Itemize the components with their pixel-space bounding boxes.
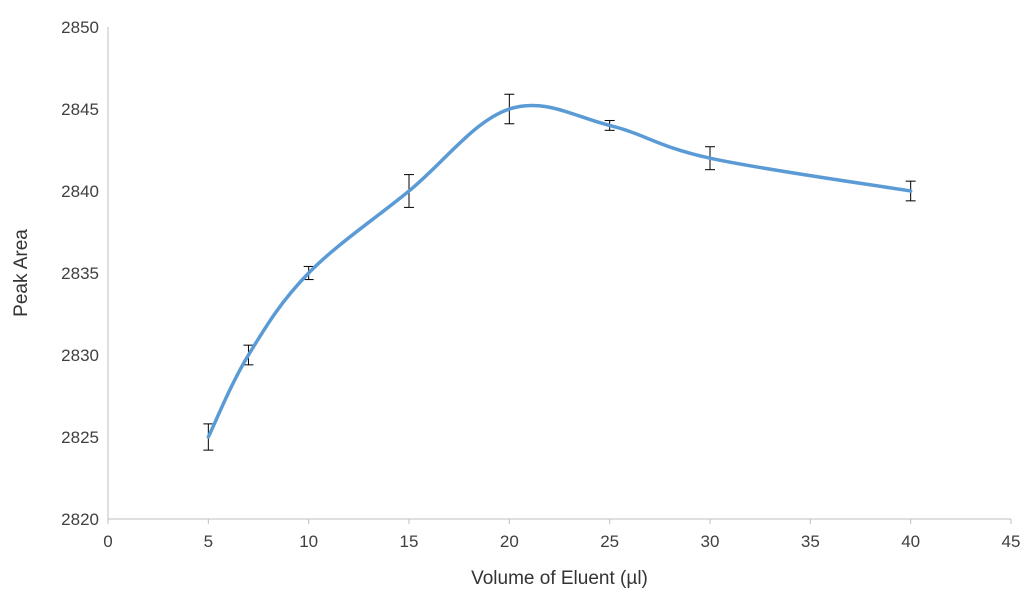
y-axis-title: Peak Area [11,229,32,317]
tick-labels: 0 5 10 15 20 25 30 35 40 45 2820 2825 2830 2835 2840 28… [61,18,1020,551]
x-tick-label: 35 [801,532,820,551]
x-tick-label: 10 [299,532,318,551]
x-tick-label: 15 [400,532,419,551]
axes [107,27,1012,524]
x-tick-label: 30 [701,532,720,551]
y-tick-label: 2840 [61,182,99,201]
y-tick-label: 2825 [61,428,99,447]
y-tick-label: 2850 [61,18,99,37]
y-tick-label: 2845 [61,100,99,119]
series-line [206,103,913,439]
y-tick-label: 2820 [61,510,99,529]
x-tick-label: 25 [600,532,619,551]
y-tick-label: 2830 [61,346,99,365]
y-tick-label: 2835 [61,264,99,283]
x-tick-label: 0 [103,532,112,551]
x-tick-label: 45 [1002,532,1021,551]
series-lines [206,103,913,439]
x-axis-title: Volume of Eluent (µl) [471,568,648,589]
x-tick-label: 20 [500,532,519,551]
x-tick-label: 40 [901,532,920,551]
x-tick-label: 5 [204,532,213,551]
